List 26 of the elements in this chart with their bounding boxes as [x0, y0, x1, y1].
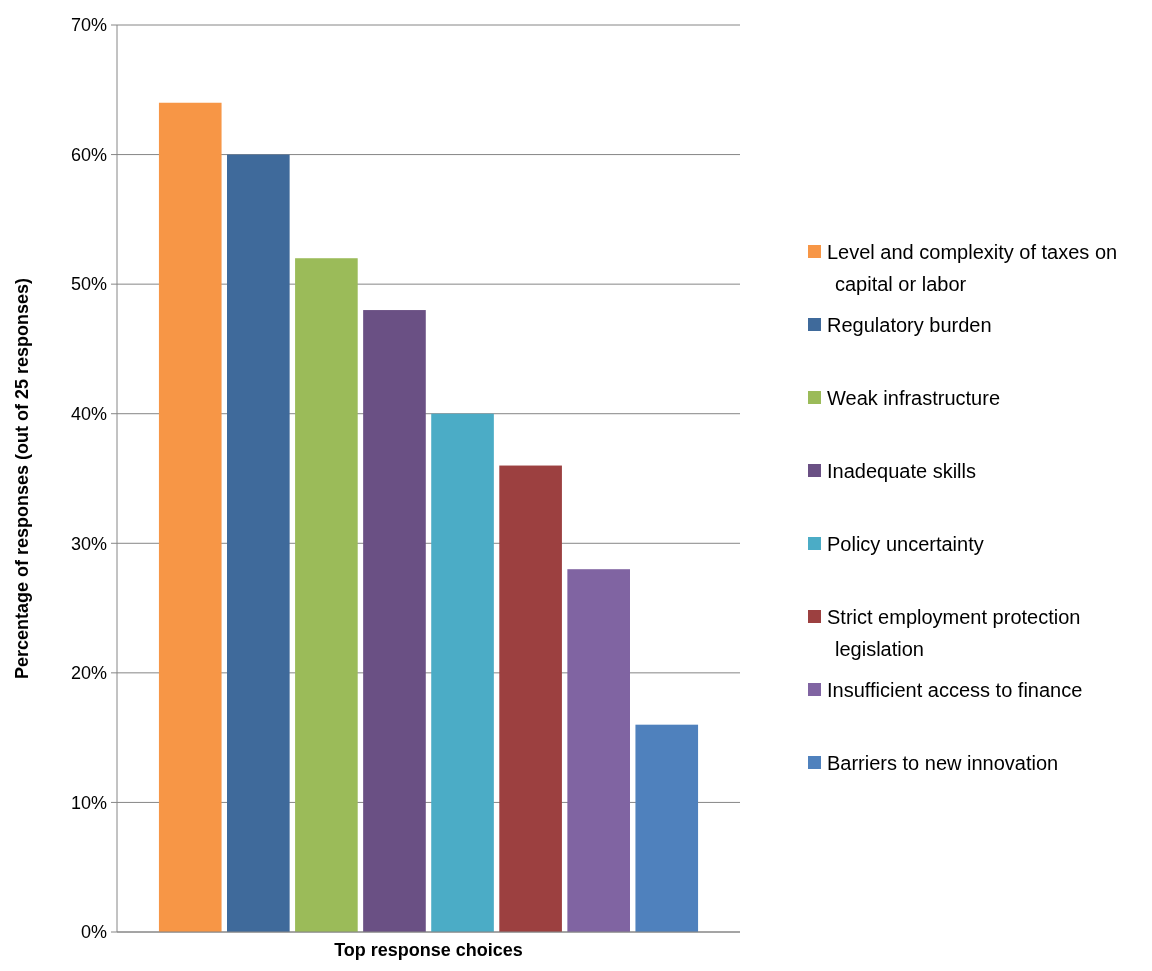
- legend-label: Regulatory burden: [827, 314, 992, 336]
- y-tick-label: 20%: [70, 663, 107, 684]
- y-axis-title: Percentage of responses (out of 25 responses): [12, 277, 32, 680]
- legend-label: Weak infrastructure: [827, 387, 1001, 409]
- legend-label: Policy uncertainty: [827, 533, 984, 555]
- y-tick-label: 30%: [70, 533, 107, 554]
- bar: [499, 465, 562, 932]
- legend-label: Level and complexity of taxes on capital or labor: [827, 241, 1118, 295]
- y-tick-label: 50%: [70, 274, 107, 295]
- legend-label: Inadequate skills: [827, 460, 976, 482]
- bar: [635, 724, 699, 932]
- y-tick-label: 0%: [80, 922, 107, 943]
- y-tick-label: 60%: [70, 144, 107, 165]
- bar: [363, 310, 426, 932]
- legend-label: Barriers to new innovation: [827, 752, 1059, 774]
- y-tick-label: 70%: [70, 15, 107, 36]
- bar: [227, 154, 290, 932]
- y-tick-label: 40%: [70, 404, 107, 425]
- bar: [158, 102, 222, 932]
- y-tick-label: 10%: [70, 792, 107, 813]
- legend-label: Strict employment protection legislation: [827, 606, 1081, 660]
- x-axis-title: Top response choices: [334, 940, 523, 960]
- bar: [295, 258, 358, 932]
- bar: [567, 569, 630, 932]
- bar: [431, 413, 494, 932]
- legend-label: Insufficient access to finance: [827, 679, 1083, 701]
